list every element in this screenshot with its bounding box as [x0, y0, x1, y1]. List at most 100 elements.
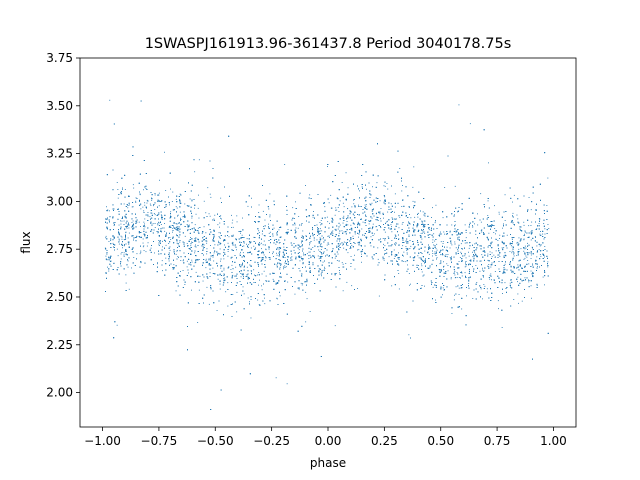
data-point — [158, 240, 160, 241]
data-point — [306, 278, 308, 280]
data-point — [517, 276, 519, 278]
data-point — [123, 239, 125, 241]
data-point — [198, 259, 200, 260]
data-point — [149, 203, 151, 205]
data-point — [538, 249, 540, 251]
data-point — [422, 226, 424, 227]
data-point — [285, 266, 287, 268]
data-point — [188, 272, 189, 274]
data-point — [124, 189, 126, 190]
data-point — [357, 221, 359, 223]
data-point — [224, 277, 226, 279]
data-point — [309, 251, 311, 253]
data-point — [179, 241, 181, 243]
data-point — [209, 257, 211, 259]
data-point — [250, 299, 252, 300]
data-point — [247, 205, 249, 207]
data-point — [284, 257, 286, 258]
data-point — [191, 261, 193, 263]
data-point — [513, 253, 515, 255]
data-point — [195, 213, 197, 215]
data-point — [469, 123, 471, 125]
data-point — [499, 234, 501, 236]
data-point — [402, 185, 403, 186]
data-point — [298, 216, 300, 217]
data-point — [359, 223, 361, 225]
data-point — [240, 276, 242, 278]
data-point — [193, 239, 195, 241]
data-point — [350, 266, 352, 267]
data-point — [184, 235, 186, 237]
data-point — [499, 281, 501, 283]
data-point — [175, 223, 177, 225]
data-point — [393, 258, 395, 259]
data-point — [357, 288, 358, 289]
data-point — [346, 244, 348, 246]
data-point — [140, 208, 142, 210]
data-point — [312, 264, 314, 266]
data-point — [432, 207, 433, 209]
data-point — [178, 257, 179, 258]
data-point — [530, 258, 532, 259]
data-point — [536, 245, 538, 247]
data-point — [442, 217, 444, 219]
data-point — [349, 248, 351, 249]
data-point — [117, 189, 119, 190]
data-point — [263, 235, 265, 236]
data-point — [399, 216, 401, 218]
data-point — [284, 265, 286, 267]
data-point — [259, 243, 261, 245]
data-point — [343, 241, 345, 243]
data-point — [457, 237, 459, 239]
data-point — [287, 229, 289, 230]
data-point — [460, 251, 462, 253]
data-point — [128, 227, 130, 229]
data-point — [117, 197, 119, 199]
data-point — [408, 206, 410, 207]
data-point — [160, 214, 162, 216]
data-point — [263, 226, 264, 227]
data-point — [320, 224, 322, 226]
data-point — [272, 278, 274, 280]
data-point — [332, 221, 334, 223]
data-point — [318, 231, 320, 232]
data-point — [429, 265, 431, 267]
data-point — [107, 266, 108, 268]
data-point — [253, 269, 255, 271]
data-point — [210, 231, 212, 233]
data-point — [327, 221, 329, 223]
data-point — [142, 206, 144, 208]
data-point — [125, 226, 127, 228]
data-point — [443, 265, 445, 267]
data-point — [414, 257, 415, 259]
data-point — [537, 225, 538, 226]
data-point — [220, 217, 221, 219]
data-point — [157, 224, 159, 226]
data-point — [175, 227, 177, 228]
data-point — [518, 237, 520, 239]
data-point — [413, 166, 415, 168]
data-point — [318, 249, 320, 251]
data-point — [494, 228, 496, 229]
data-point — [380, 218, 381, 220]
data-point — [205, 232, 207, 234]
data-point — [454, 294, 455, 296]
data-point — [358, 249, 360, 251]
data-point — [269, 193, 271, 195]
data-point — [347, 245, 349, 246]
data-point — [511, 252, 513, 254]
data-point — [324, 266, 325, 268]
data-point — [287, 281, 289, 283]
data-point — [380, 241, 382, 242]
data-point — [254, 274, 255, 276]
data-point — [450, 278, 452, 280]
data-point — [334, 325, 336, 327]
data-point — [489, 278, 491, 280]
data-point — [460, 243, 462, 245]
data-point — [486, 291, 488, 293]
data-point — [312, 229, 313, 231]
data-point — [393, 249, 395, 251]
data-point — [510, 265, 512, 267]
data-point — [276, 297, 278, 299]
data-point — [219, 248, 221, 250]
